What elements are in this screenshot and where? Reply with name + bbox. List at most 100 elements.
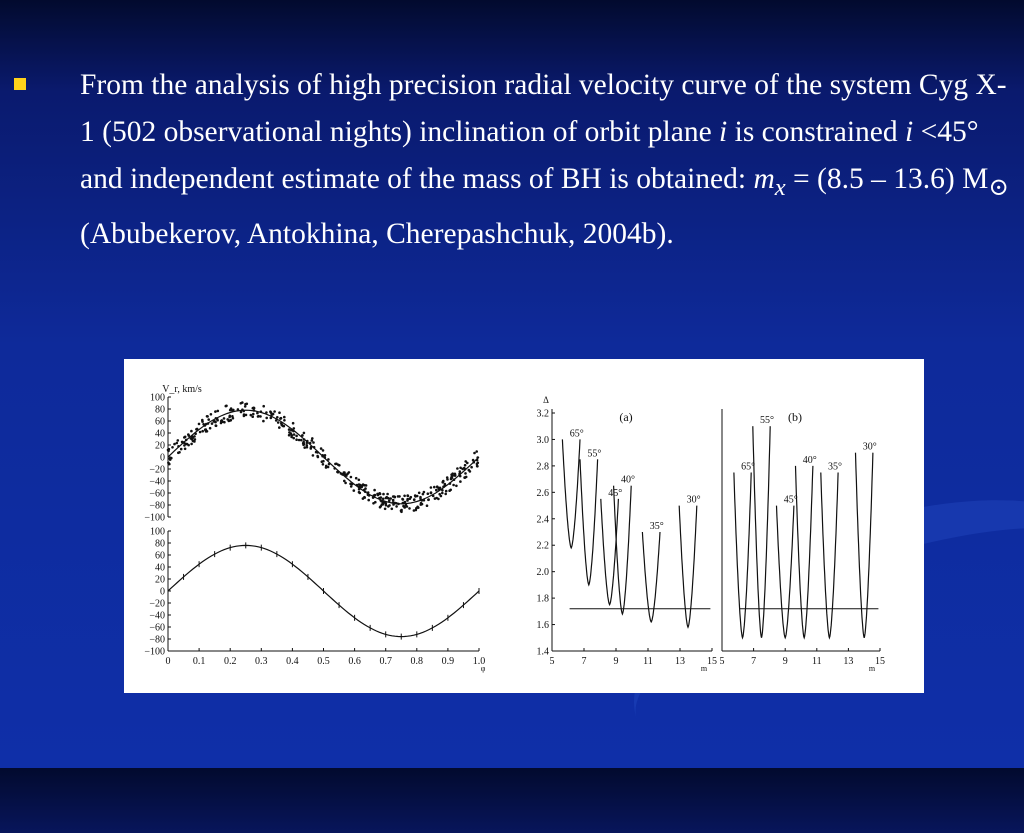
y-tick-label: 20	[155, 575, 165, 586]
y-tick-label: 2.0	[537, 567, 550, 578]
y-tick-label: 1.4	[537, 647, 550, 658]
data-point	[241, 408, 244, 411]
data-point	[194, 432, 197, 435]
data-point	[242, 414, 246, 418]
x-axis-label: m	[701, 664, 708, 673]
data-point	[295, 438, 298, 441]
data-point	[343, 479, 346, 483]
data-point	[213, 419, 216, 423]
y-tick-label: 40	[155, 563, 165, 574]
data-point	[476, 456, 480, 459]
panel-label: (b)	[788, 410, 802, 424]
data-point	[274, 419, 278, 422]
x-tick-label: 15	[875, 656, 885, 667]
data-point	[278, 426, 281, 429]
data-point	[262, 404, 265, 408]
data-point	[201, 429, 204, 433]
data-point	[177, 451, 180, 455]
data-point	[316, 451, 319, 454]
data-point	[224, 404, 228, 408]
data-point	[386, 492, 389, 496]
data-point	[347, 471, 351, 474]
data-point	[206, 422, 210, 425]
y-tick-label: 3.2	[537, 409, 550, 420]
data-point	[333, 467, 336, 470]
data-point	[362, 488, 366, 492]
y-tick-label: 2.6	[537, 488, 550, 499]
y-tick-label: −60	[149, 623, 165, 634]
data-point	[187, 434, 191, 437]
delta-curve	[854, 452, 874, 638]
data-point	[209, 413, 213, 416]
data-point	[459, 466, 462, 470]
data-point	[269, 416, 273, 420]
data-point	[216, 409, 220, 413]
data-point	[473, 451, 476, 455]
data-point	[452, 478, 456, 481]
data-point	[283, 415, 286, 419]
data-point	[419, 501, 423, 505]
data-point	[391, 498, 395, 502]
data-point	[265, 416, 268, 420]
data-point	[287, 433, 291, 437]
data-point	[280, 423, 284, 427]
bullet-square-icon	[14, 78, 26, 90]
delta-curve	[733, 472, 752, 640]
data-point	[167, 449, 170, 453]
data-point	[302, 443, 305, 447]
data-point	[219, 419, 223, 423]
data-point	[190, 429, 193, 433]
x-tick-label: 0	[166, 656, 171, 667]
data-point	[327, 462, 331, 466]
data-point	[322, 459, 325, 463]
data-point	[381, 497, 385, 501]
data-point	[403, 494, 406, 498]
data-point	[190, 442, 193, 446]
data-point	[352, 489, 356, 492]
delta-curve	[794, 465, 814, 640]
y-tick-label: 60	[155, 551, 165, 562]
data-point	[395, 505, 398, 508]
data-point	[195, 428, 198, 431]
data-point	[468, 470, 472, 473]
y-tick-label: 2.4	[537, 514, 550, 525]
data-point	[366, 491, 370, 494]
x-tick-label: 7	[582, 656, 587, 667]
data-point	[406, 497, 409, 501]
data-point	[472, 461, 476, 464]
data-point	[252, 409, 256, 412]
data-point	[278, 411, 281, 414]
data-point	[349, 485, 353, 488]
data-point	[257, 414, 260, 418]
data-point	[171, 446, 174, 449]
data-point	[441, 481, 445, 484]
data-point	[183, 444, 186, 447]
data-point	[302, 431, 306, 435]
delta-curve	[752, 426, 771, 638]
data-point	[462, 466, 466, 470]
data-point	[177, 445, 180, 448]
data-point	[244, 413, 248, 417]
data-point	[183, 447, 187, 451]
data-point	[201, 418, 204, 422]
data-point	[273, 410, 276, 413]
data-point	[251, 415, 254, 418]
data-point	[425, 504, 429, 507]
data-point	[305, 444, 309, 447]
data-point	[439, 494, 443, 498]
y-tick-label: 100	[150, 393, 165, 404]
data-point	[193, 438, 197, 441]
data-point	[442, 485, 445, 489]
data-point	[305, 445, 309, 449]
curve-label: 55°	[587, 448, 601, 459]
data-point	[291, 421, 295, 425]
data-point	[475, 458, 479, 462]
x-tick-label: 0.8	[411, 656, 424, 667]
data-point	[179, 447, 183, 451]
data-point	[292, 429, 295, 433]
data-point	[384, 503, 388, 507]
data-point	[401, 497, 404, 501]
y-tick-label: 80	[155, 539, 165, 550]
x-tick-label: 0.3	[255, 656, 267, 667]
data-point	[262, 419, 265, 423]
